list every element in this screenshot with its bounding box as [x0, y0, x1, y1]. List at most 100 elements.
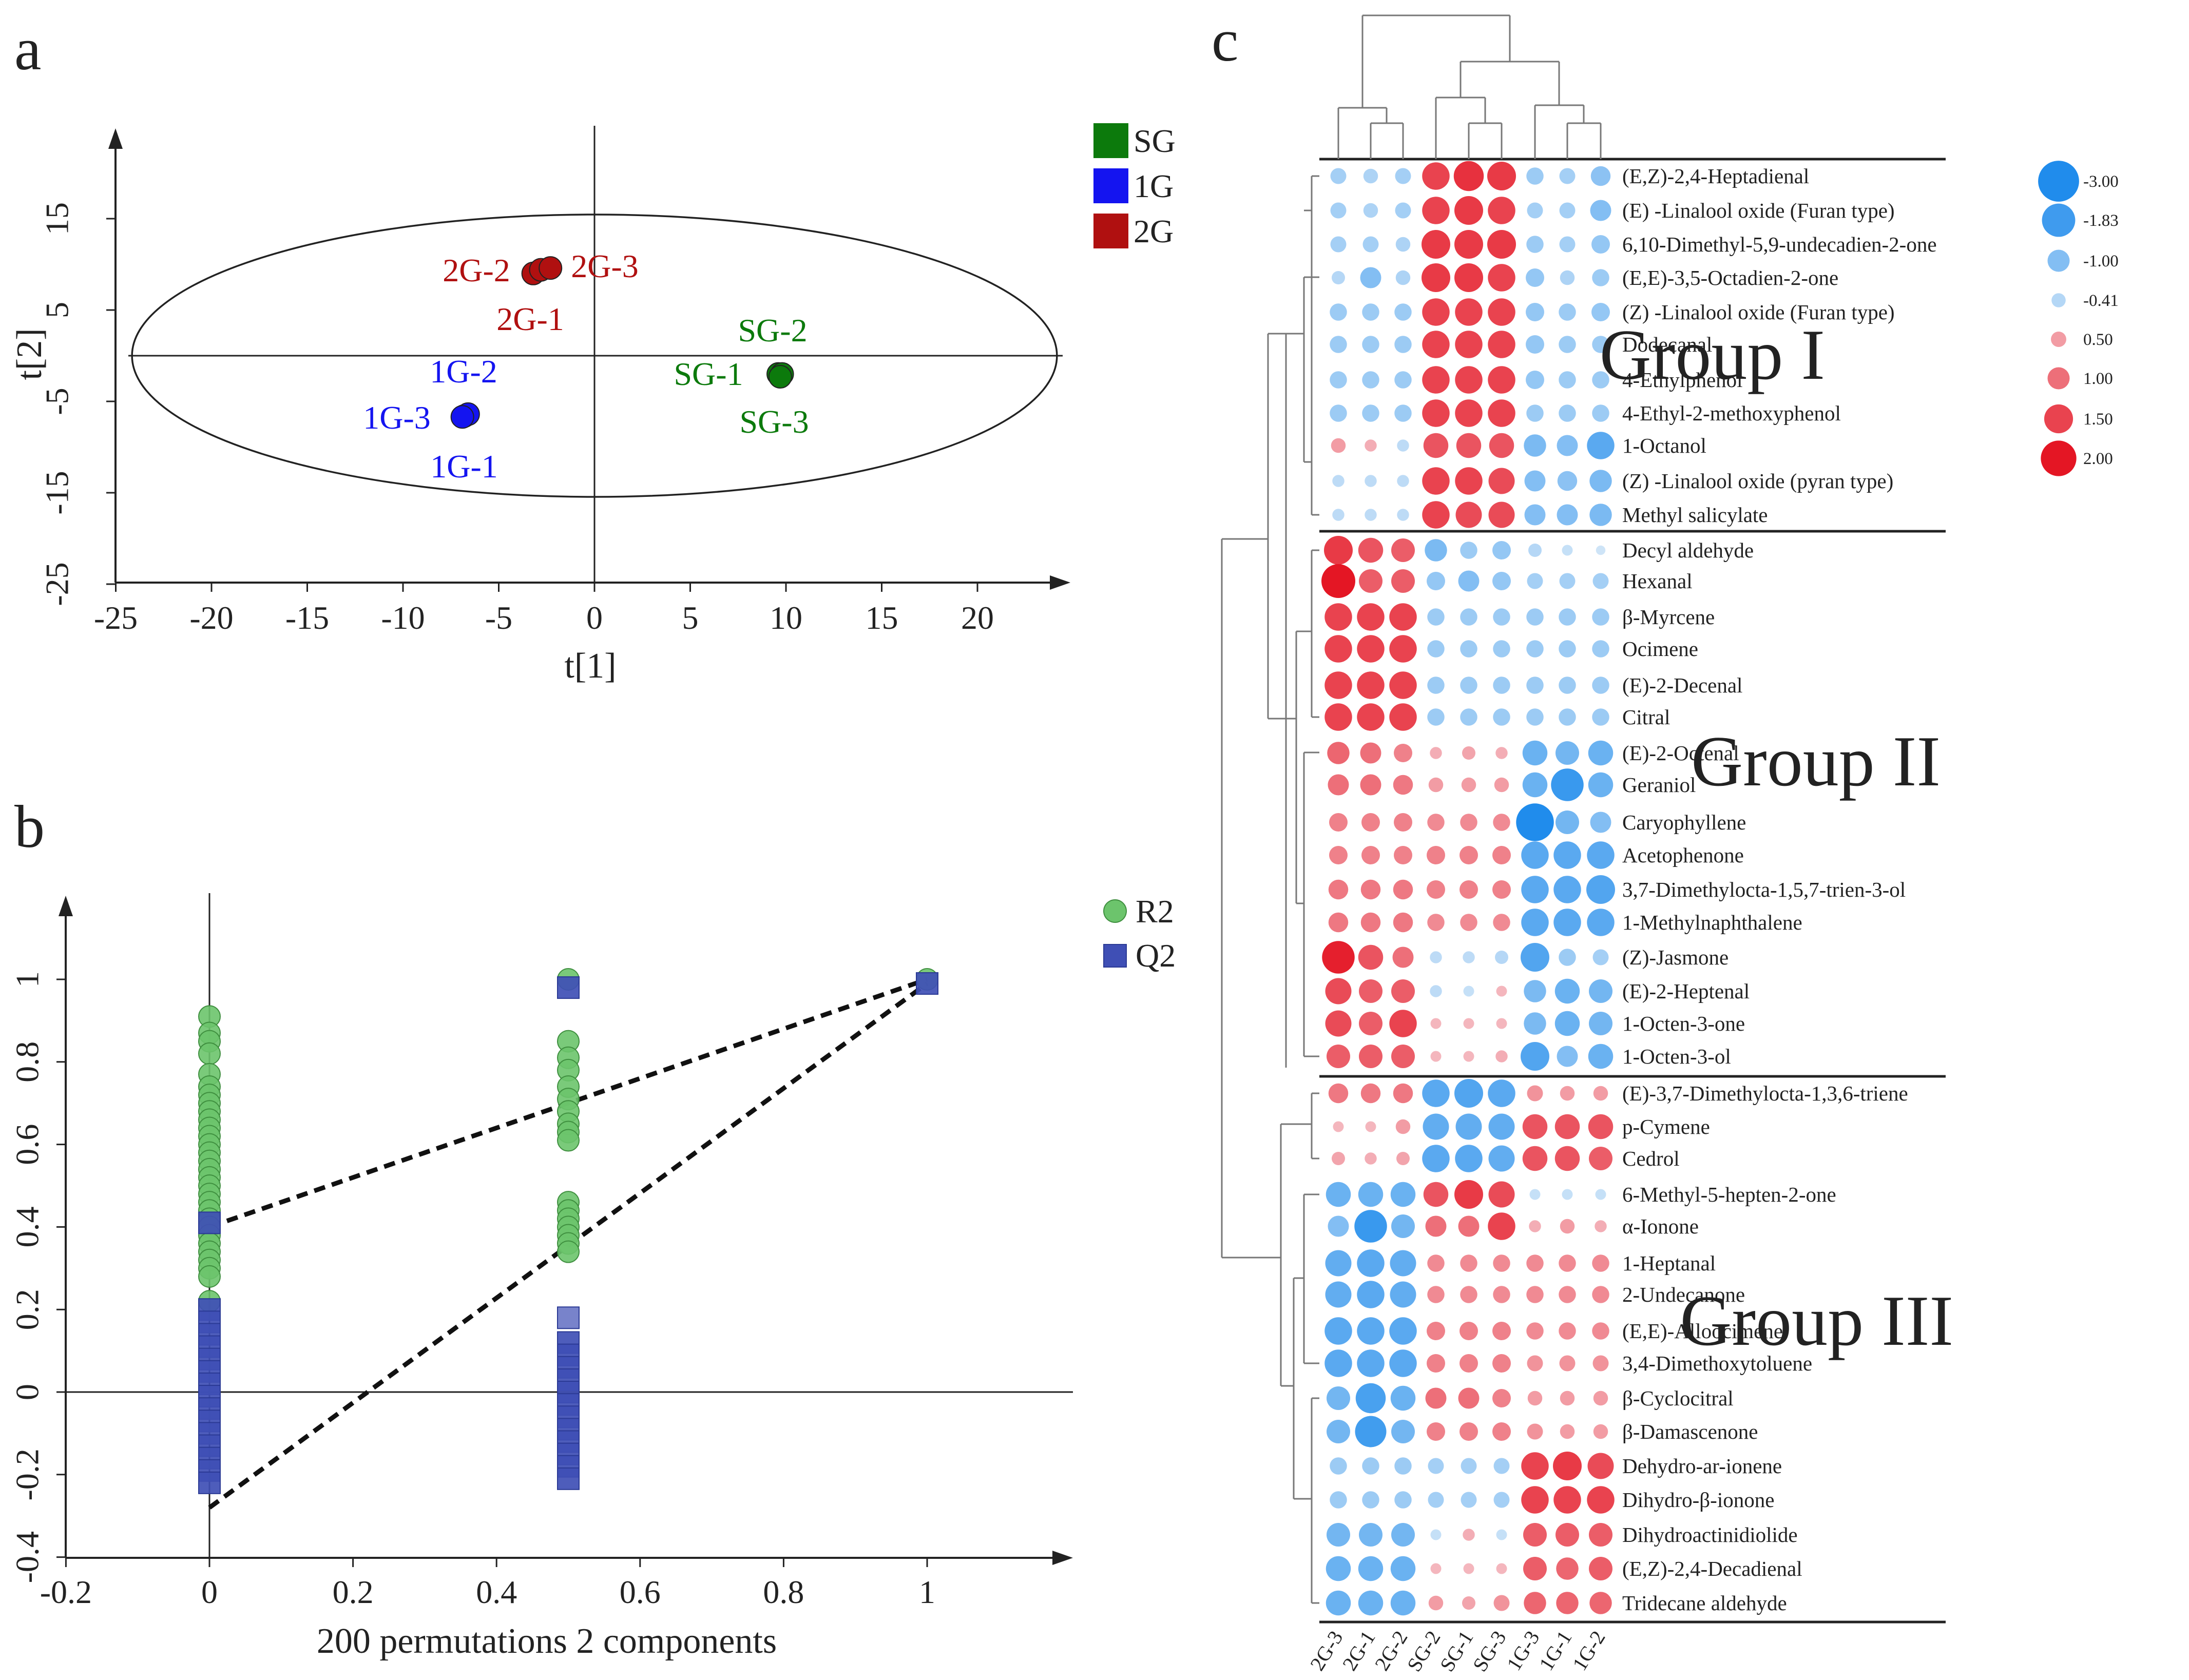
heatmap-bubble	[1395, 1119, 1411, 1134]
heatmap-bubble	[1587, 432, 1615, 459]
heatmap-bubble	[1460, 880, 1478, 899]
heatmap-bubble	[1492, 1322, 1511, 1340]
row-label: β-Myrcene	[1622, 605, 1715, 629]
heatmap-bubble	[1522, 1114, 1548, 1140]
x-tick-label-a: 20	[961, 600, 994, 636]
heatmap-bubble	[1332, 271, 1345, 284]
heatmap-bubble	[1325, 1250, 1352, 1277]
heatmap-bubble	[1592, 708, 1609, 726]
q2-point	[916, 972, 938, 995]
heatmap-bubble	[1324, 1349, 1352, 1377]
row-label: Dihydro-β-ionone	[1622, 1488, 1774, 1512]
heatmap-bubble	[1326, 1182, 1351, 1207]
row-label: p-Cymene	[1622, 1115, 1710, 1138]
heatmap-bubble	[1325, 1010, 1352, 1037]
heatmap-bubble	[1559, 1355, 1576, 1372]
heatmap-bubble	[1589, 1147, 1612, 1170]
heatmap-bubble	[1332, 475, 1345, 487]
heatmap-bubble	[1365, 439, 1377, 452]
heatmap-bubble	[1593, 1424, 1608, 1439]
heatmap-bubble	[1328, 774, 1349, 796]
heatmap-bubble	[1460, 1254, 1477, 1272]
heatmap-bubble	[1330, 404, 1347, 422]
heatmap-bubble	[1355, 1416, 1387, 1447]
heatmap-bubble	[1330, 336, 1347, 353]
heatmap-bubble	[1559, 168, 1576, 184]
row-label: 6,10-Dimethyl-5,9-undecadien-2-one	[1622, 233, 1937, 256]
heatmap-bubble	[1455, 298, 1483, 326]
heatmap-bubble	[1454, 1180, 1483, 1209]
heatmap-bubble	[1430, 747, 1442, 759]
heatmap-bubble	[1529, 1189, 1541, 1200]
heatmap-bubble	[1592, 573, 1609, 589]
heatmap-bubble	[1430, 1018, 1442, 1029]
heatmap-bubble	[1328, 1215, 1349, 1237]
heatmap-bubble	[1524, 470, 1546, 492]
size-legend-bubble	[2051, 293, 2066, 307]
heatmap-bubble	[1559, 336, 1576, 353]
heatmap-bubble	[1360, 774, 1381, 796]
heatmap-bubble	[1462, 1596, 1475, 1610]
heatmap-bubble	[1321, 564, 1355, 598]
row-label: Dodecanal	[1622, 333, 1712, 356]
heatmap-bubble	[1393, 1083, 1413, 1104]
heatmap-bubble	[1355, 1383, 1386, 1414]
row-label: 3,7-Dimethylocta-1,5,7-trien-3-ol	[1622, 878, 1906, 901]
heatmap-bubble	[1562, 1189, 1573, 1200]
y-axis-title-a: t[2]	[10, 328, 49, 380]
x-tick-label-b: -0.2	[40, 1574, 92, 1610]
heatmap-bubble	[1488, 501, 1515, 528]
heatmap-bubble	[1422, 467, 1450, 495]
heatmap-bubble	[1593, 1086, 1608, 1101]
heatmap-bubble	[1488, 366, 1515, 394]
heatmap-bubble	[1427, 572, 1445, 590]
heatmap-bubble	[1524, 1592, 1546, 1614]
y-tick-label-b: 1	[9, 971, 46, 988]
heatmap-bubble	[1325, 1281, 1352, 1308]
heatmap-bubble	[1493, 1286, 1510, 1303]
heatmap-bubble	[1357, 1349, 1385, 1377]
heatmap-bubble	[1324, 536, 1353, 565]
heatmap-bubble	[1493, 1458, 1510, 1474]
heatmap-bubble	[1365, 475, 1377, 487]
heatmap-bubble	[1463, 1563, 1474, 1574]
y-tick-label-b: -0.2	[9, 1449, 46, 1500]
heatmap-bubble	[1495, 951, 1508, 964]
r2-point	[198, 1042, 221, 1065]
x-tick-label-b: 0.8	[763, 1574, 804, 1610]
heatmap-bubble	[1553, 909, 1581, 936]
heatmap-bubble	[1391, 569, 1415, 593]
r2-point	[557, 1129, 580, 1152]
x-tick-label-b: 0.4	[476, 1574, 517, 1610]
size-legend-bubble	[2044, 404, 2073, 434]
group-label-2: Group II	[1691, 722, 1941, 801]
heatmap-bubble	[1521, 1452, 1549, 1480]
y-tick-label-a: -15	[39, 471, 75, 514]
heatmap-bubble	[1391, 538, 1415, 562]
row-label: 4-Ethylphenol	[1622, 368, 1743, 392]
heatmap-bubble	[1488, 1079, 1515, 1107]
heatmap-bubble	[1422, 366, 1450, 394]
y-tick-label-b: 0.8	[9, 1041, 46, 1083]
heatmap-bubble	[1493, 608, 1510, 626]
heatmap-bubble	[1362, 1491, 1379, 1509]
heatmap-bubble	[1455, 366, 1483, 394]
heatmap-bubble	[1557, 435, 1578, 456]
heatmap-bubble	[1588, 740, 1614, 766]
heatmap-bubble	[1553, 841, 1581, 869]
row-label: (E,Z)-2,4-Decadienal	[1622, 1557, 1802, 1580]
y-tick-label-b: 0.6	[9, 1124, 46, 1165]
heatmap-bubble	[1521, 909, 1549, 936]
point-label-2G-1: 2G-1	[496, 301, 564, 337]
heatmap-bubble	[1559, 1286, 1576, 1303]
row-label: Cedrol	[1622, 1147, 1680, 1170]
heatmap-bubble	[1553, 1452, 1582, 1480]
heatmap-bubble	[1559, 1254, 1576, 1272]
heatmap-bubble	[1496, 1018, 1507, 1029]
row-label: (E)-2-Decenal	[1622, 673, 1742, 697]
point-label-2G-3: 2G-3	[571, 248, 639, 284]
heatmap-bubble	[1326, 1556, 1351, 1581]
row-label: 1-Octanol	[1622, 434, 1706, 457]
size-legend-bubble	[2038, 161, 2079, 202]
heatmap-bubble	[1359, 1045, 1382, 1068]
